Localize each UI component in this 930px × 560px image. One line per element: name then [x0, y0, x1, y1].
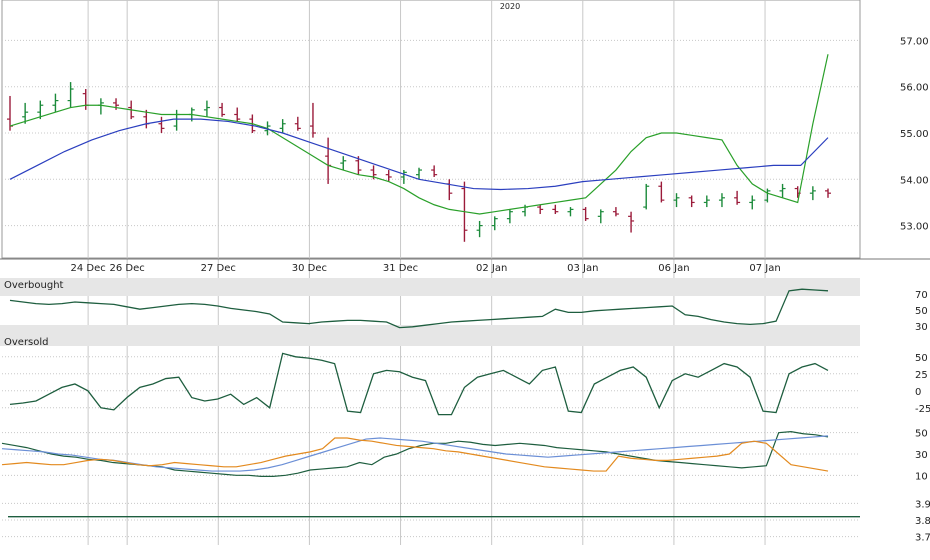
- oversold-label: Oversold: [4, 337, 49, 348]
- lower-y-tick: 3.8: [915, 516, 930, 527]
- overbought-label: Overbought: [4, 280, 64, 291]
- osc3-y-tick: 30: [915, 450, 928, 461]
- overbought-band: [0, 278, 860, 296]
- lower-y-tick: 3.9: [915, 499, 930, 510]
- osc1-line: [9, 288, 829, 329]
- osc2-y-tick: -25: [915, 404, 930, 415]
- price-panel-frame: [1, 0, 861, 259]
- price-y-tick: 55.00: [900, 129, 929, 140]
- osc3-series-line: [1, 435, 829, 472]
- osc2-y-tick: 0: [915, 387, 921, 398]
- osc1-y-tick: 30: [915, 322, 928, 333]
- osc2-y-tick: 50: [915, 353, 928, 364]
- ma-fast-line: [9, 54, 829, 215]
- x-tick-label: 06 Jan: [658, 263, 689, 274]
- x-tick-label: 02 Jan: [476, 263, 507, 274]
- osc1-y-tick: 50: [915, 306, 928, 317]
- price-y-tick: 56.00: [900, 83, 929, 94]
- price-y-tick: 57.00: [900, 36, 929, 47]
- x-tick-label: 27 Dec: [201, 263, 236, 274]
- x-tick-label: 03 Jan: [567, 263, 598, 274]
- x-tick-label: 07 Jan: [749, 263, 780, 274]
- osc3-y-tick: 10: [915, 471, 928, 482]
- osc2-line: [9, 352, 829, 416]
- ma-slow-line: [9, 118, 829, 191]
- year-label: 2020: [500, 2, 520, 11]
- osc2-y-tick: 25: [915, 370, 928, 381]
- x-tick-label: 30 Dec: [292, 263, 327, 274]
- x-tick-label: 24 Dec: [70, 263, 105, 274]
- oversold-band: [0, 325, 860, 346]
- price-y-tick: 54.00: [900, 175, 929, 186]
- lower-y-tick: 3.7: [915, 533, 930, 544]
- osc3-y-tick: 50: [915, 429, 928, 440]
- osc1-y-tick: 70: [915, 290, 928, 301]
- x-tick-label: 26 Dec: [110, 263, 145, 274]
- osc3-series-line: [1, 437, 829, 472]
- x-tick-label: 31 Dec: [383, 263, 418, 274]
- price-y-tick: 53.00: [900, 222, 929, 233]
